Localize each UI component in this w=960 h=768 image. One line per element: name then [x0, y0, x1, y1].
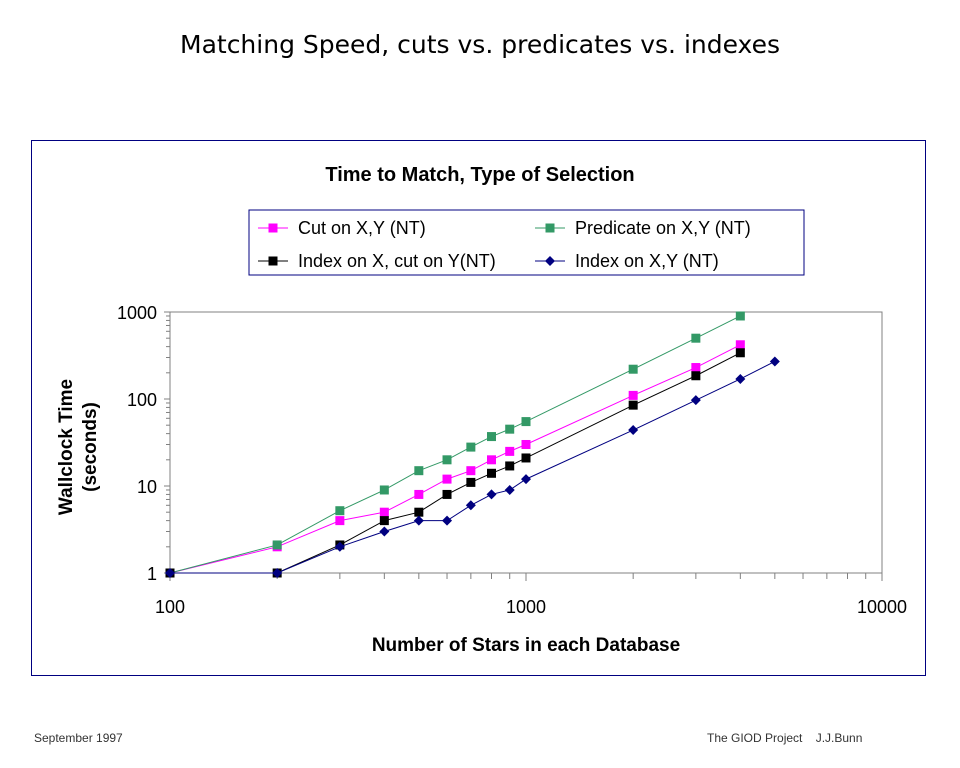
- data-point: [735, 373, 746, 384]
- data-point: [521, 439, 531, 449]
- footer-date: September 1997: [34, 731, 123, 745]
- data-point: [466, 442, 476, 452]
- x-tick-label: 1000: [506, 597, 546, 617]
- legend-box: [248, 209, 805, 276]
- data-point: [505, 461, 515, 471]
- y-axis-label: Wallclock Time: [56, 379, 77, 515]
- data-point: [442, 489, 452, 499]
- series-line: [170, 361, 776, 574]
- legend-label: Predicate on X,Y (NT): [575, 218, 751, 238]
- data-point: [165, 568, 175, 578]
- data-point: [769, 356, 780, 367]
- legend-marker: [268, 223, 278, 233]
- data-point: [414, 466, 424, 476]
- data-point: [735, 340, 745, 350]
- data-point: [521, 474, 531, 485]
- y-tick-label: 10: [137, 477, 157, 497]
- series-group: [165, 311, 780, 578]
- data-point: [487, 455, 497, 465]
- data-point: [628, 390, 638, 400]
- data-point: [272, 568, 283, 578]
- data-point: [414, 507, 424, 517]
- data-point: [735, 311, 745, 321]
- data-point: [466, 466, 476, 476]
- legend-label: Index on X, cut on Y(NT): [298, 251, 496, 271]
- data-point: [413, 515, 424, 526]
- data-point: [504, 484, 515, 495]
- data-point: [379, 507, 389, 517]
- data-point: [442, 455, 452, 465]
- y-tick-label: 100: [127, 390, 157, 410]
- data-point: [335, 516, 345, 526]
- data-point: [334, 541, 345, 552]
- data-point: [521, 453, 531, 463]
- footer-project: The GIOD Project J.J.Bunn: [707, 731, 863, 745]
- data-point: [272, 540, 282, 550]
- axis-ticks: 100 1000 10000 1 10 100 1000: [117, 303, 907, 617]
- y-tick-label: 1000: [117, 303, 157, 323]
- data-point: [487, 432, 497, 442]
- chart-title: Time to Match, Type of Selection: [325, 164, 634, 186]
- legend: Cut on X,Y (NT) Predicate on X,Y (NT) Inde…: [258, 218, 751, 271]
- data-point: [628, 400, 638, 410]
- data-point: [505, 424, 515, 434]
- data-point: [628, 425, 639, 436]
- data-point: [735, 348, 745, 358]
- data-point: [521, 417, 531, 427]
- data-point: [442, 515, 453, 526]
- data-point: [335, 506, 345, 516]
- data-point: [628, 364, 638, 374]
- x-tick-label: 100: [155, 597, 185, 617]
- data-point: [486, 489, 497, 500]
- legend-marker: [545, 256, 555, 266]
- legend-marker: [268, 256, 278, 266]
- series-1: [165, 311, 745, 578]
- data-point: [691, 333, 701, 343]
- data-point: [465, 500, 476, 511]
- chart-frame: [31, 140, 926, 676]
- y-tick-label: 1: [147, 564, 157, 584]
- data-point: [442, 474, 452, 484]
- x-tick-label: 10000: [857, 597, 907, 617]
- data-point: [414, 489, 424, 499]
- data-point: [505, 446, 515, 456]
- legend-marker: [545, 223, 555, 233]
- y-axis-label-units: (seconds): [80, 402, 101, 492]
- data-point: [691, 371, 701, 381]
- data-point: [379, 526, 390, 537]
- data-point: [487, 468, 497, 478]
- data-point: [379, 516, 389, 526]
- series-3: [165, 356, 780, 578]
- data-point: [691, 363, 701, 373]
- slide-title: Matching Speed, cuts vs. predicates vs. …: [180, 30, 780, 59]
- data-point: [379, 485, 389, 495]
- data-point: [466, 477, 476, 487]
- legend-label: Index on X,Y (NT): [575, 251, 719, 271]
- data-point: [690, 395, 701, 406]
- legend-label: Cut on X,Y (NT): [298, 218, 426, 238]
- x-axis-label: Number of Stars in each Database: [372, 635, 680, 656]
